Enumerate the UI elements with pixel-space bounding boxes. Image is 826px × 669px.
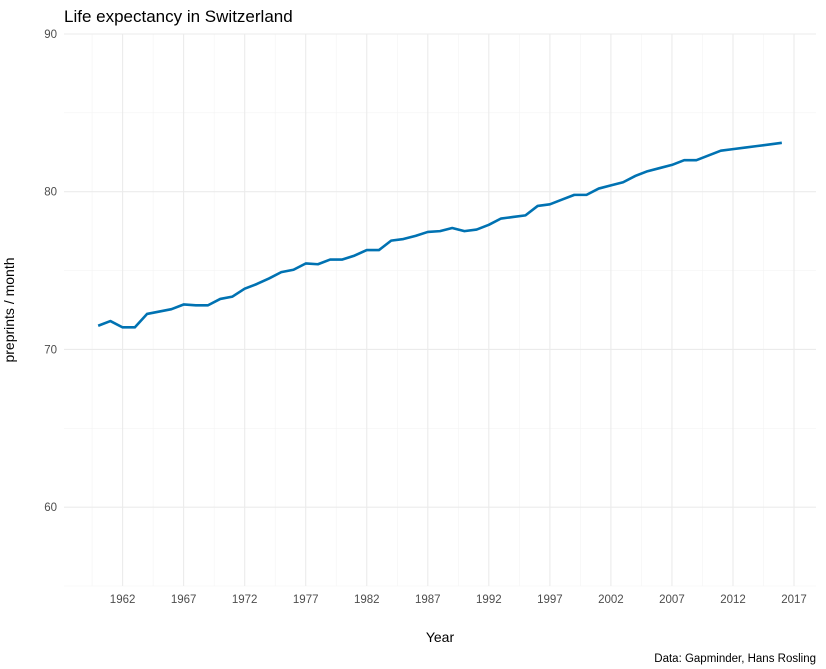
x-tick-label: 1992 [476,594,502,606]
y-tick-label: 70 [44,344,57,356]
x-tick-label: 1987 [415,594,441,606]
x-tick-label: 1997 [537,594,563,606]
x-tick-labels: 1962 1967 1972 1977 1982 1987 1992 1997 2002 2007… [110,594,807,606]
x-tick-label: 1977 [293,594,319,606]
x-tick-label: 2002 [598,594,624,606]
x-tick-label: 1972 [232,594,258,606]
life-expectancy-line [97,141,782,329]
y-axis-title: preprints / month [1,257,17,362]
x-axis-title: Year [426,629,455,645]
minor-gridlines [64,34,816,587]
x-tick-label: 1967 [171,594,197,606]
y-tick-label: 80 [44,187,57,199]
x-tick-label: 2012 [720,594,746,606]
y-tick-label: 60 [44,502,57,514]
x-tick-label: 2007 [659,594,685,606]
chart-title: Life expectancy in Switzerland [64,7,293,26]
chart-caption: Data: Gapminder, Hans Rosling [654,653,816,665]
major-gridlines [64,33,816,586]
x-tick-label: 1982 [354,594,380,606]
y-tick-labels: 60 70 80 90 [44,29,57,514]
x-tick-label: 1962 [110,594,136,606]
x-tick-label: 2017 [781,594,807,606]
y-tick-label: 90 [44,29,57,41]
series-layer [97,141,782,329]
